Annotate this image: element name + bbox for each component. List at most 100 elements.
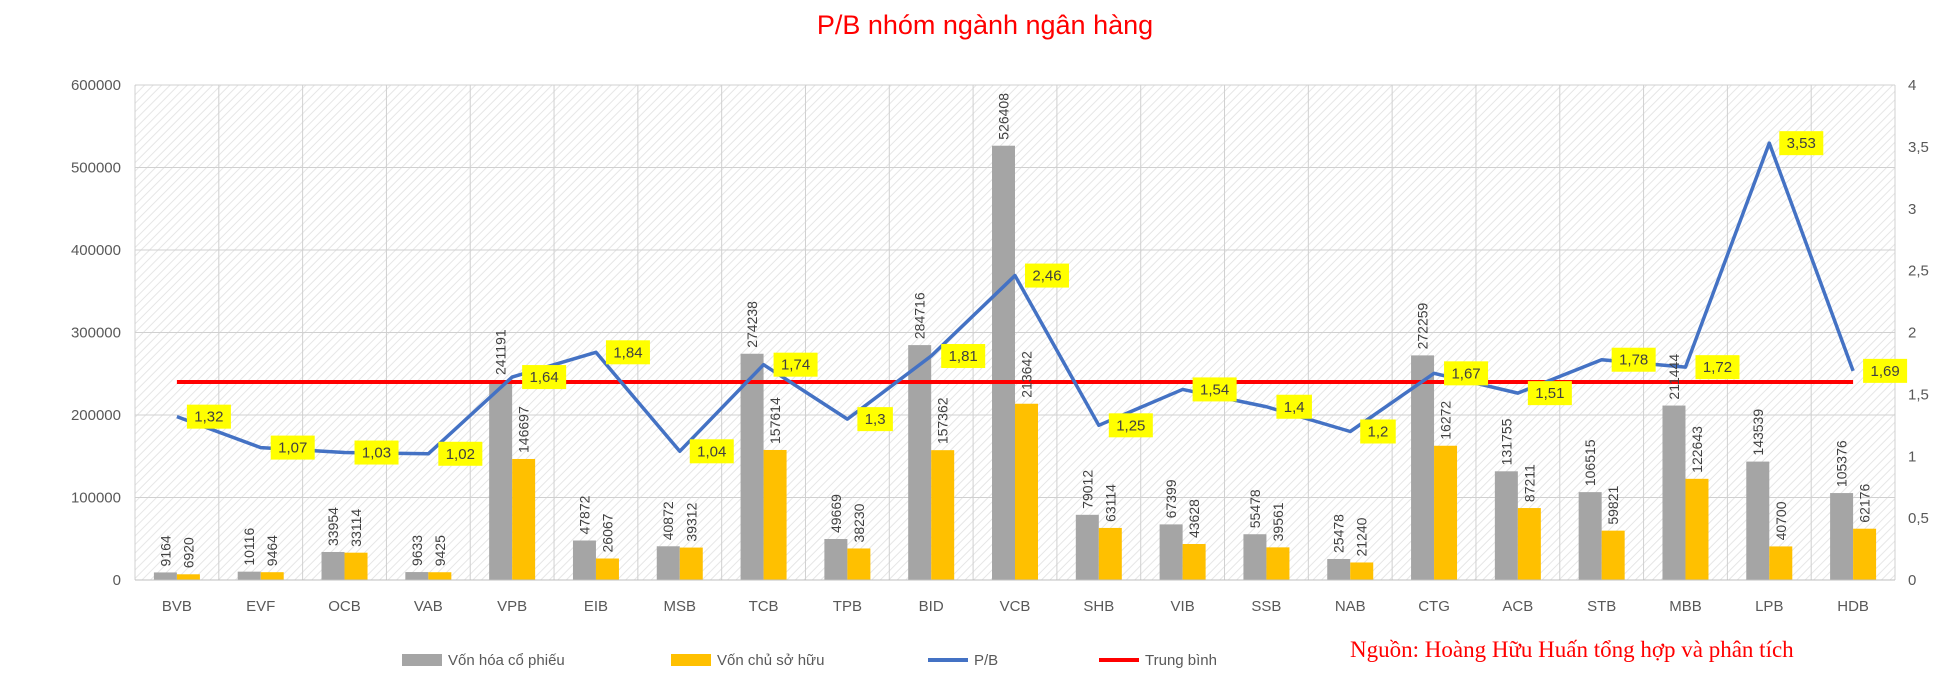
bar — [428, 572, 452, 580]
bar — [176, 574, 200, 580]
labels-layer: 9164 10116 33954 9633 241191 47872 40872 274238… — [157, 93, 1908, 568]
y-right-tick-label: 2 — [1908, 325, 1916, 342]
bar-data-label: 122643 — [1689, 426, 1705, 473]
y-right-tick-label: 0,5 — [1908, 510, 1929, 527]
pb-data-label: 1,04 — [697, 443, 726, 460]
bar — [321, 551, 345, 580]
bar-data-label: 131755 — [1498, 418, 1514, 465]
pb-data-label: 2,46 — [1032, 268, 1061, 285]
pb-label-box — [1444, 361, 1489, 386]
pb-data-label: 1,72 — [1703, 359, 1732, 376]
x-tick-label: SHB — [1083, 598, 1114, 615]
bar — [1327, 558, 1351, 580]
x-tick-label: LPB — [1755, 598, 1783, 615]
bar-data-label: 87211 — [1521, 464, 1537, 502]
y-left-tick-label: 500000 — [71, 160, 121, 177]
bar-data-label: 10116 — [241, 528, 257, 566]
pb-data-label: 1,54 — [1200, 381, 1229, 398]
x-tick-label: VCB — [1000, 598, 1031, 615]
source-note: Nguồn: Hoàng Hữu Huấn tổng hợp và phân t… — [1350, 637, 1794, 662]
bar — [1350, 562, 1374, 580]
x-tick-label: STB — [1587, 598, 1616, 615]
y-right-tick-label: 2,5 — [1908, 263, 1929, 280]
bar — [260, 572, 284, 580]
bar-data-label: 21240 — [1354, 517, 1370, 556]
y-left-tick-label: 200000 — [71, 407, 121, 424]
x-tick-label: ACB — [1502, 598, 1533, 615]
bar — [572, 540, 596, 580]
bar-data-label: 284716 — [912, 292, 928, 339]
x-tick-label: TCB — [749, 598, 779, 615]
bar-data-label: 79012 — [1079, 470, 1095, 509]
bar — [405, 572, 429, 580]
y-right-tick-label: 3,5 — [1908, 139, 1929, 156]
pb-label-box — [773, 352, 818, 377]
pb-label-box — [1779, 131, 1824, 156]
pb-label-box — [186, 404, 231, 429]
pb-data-label: 1,02 — [446, 446, 475, 463]
pb-label-box — [522, 365, 567, 390]
bar — [1434, 445, 1458, 580]
pb-label-box — [1025, 263, 1069, 288]
legend-label: P/B — [974, 652, 998, 669]
bar — [679, 547, 703, 580]
bar — [1182, 544, 1206, 580]
bar — [1769, 546, 1793, 580]
bar — [237, 571, 261, 580]
x-tick-label: VPB — [497, 598, 527, 615]
pb-data-label: 1,78 — [1619, 352, 1648, 369]
x-tick-label: EIB — [584, 598, 608, 615]
x-tick-label: CTG — [1418, 598, 1450, 615]
pb-label-box — [1192, 377, 1237, 402]
bar-data-label: 6920 — [180, 537, 196, 568]
bar — [1015, 403, 1038, 580]
bar-data-label: 43628 — [1186, 499, 1202, 538]
pb-data-label: 1,67 — [1451, 365, 1480, 382]
pb-data-label: 1,64 — [530, 369, 559, 386]
bar — [1685, 478, 1709, 580]
bar-data-label: 40872 — [660, 501, 676, 540]
y-right-tick-label: 4 — [1908, 77, 1916, 94]
axes-layer: 0 100000 200000 300000 400000 500000 600000 0 0,… — [71, 77, 1929, 615]
pb-data-label: 1,51 — [1535, 385, 1564, 402]
bar-data-label: 39561 — [1270, 502, 1286, 541]
x-tick-label: BVB — [162, 598, 192, 615]
pb-label-box — [1276, 394, 1312, 419]
bar-data-label: 67399 — [1163, 479, 1179, 518]
bar-data-label: 16272 — [1438, 401, 1454, 440]
bar — [763, 449, 787, 580]
pb-data-label: 3,53 — [1787, 135, 1816, 152]
pb-data-label: 1,74 — [781, 357, 810, 374]
bar-data-label: 40700 — [1773, 501, 1789, 540]
bar — [1517, 508, 1541, 580]
bar-data-label: 272259 — [1415, 302, 1431, 349]
pb-label-box — [438, 441, 483, 466]
bar-data-label: 63114 — [1102, 484, 1118, 522]
bar-data-label: 526408 — [996, 93, 1012, 140]
bar-data-label: 26067 — [599, 513, 615, 552]
legend-label: Vốn chủ sở hữu — [717, 652, 824, 669]
bar-data-label: 39312 — [683, 502, 699, 541]
pb-label-box — [941, 344, 986, 369]
bar-data-label: 55478 — [1247, 489, 1263, 528]
bar-data-label: 49669 — [828, 494, 844, 533]
bar — [489, 381, 513, 580]
x-tick-label: OCB — [328, 598, 361, 615]
x-tick-label: HDB — [1837, 598, 1869, 615]
legend-label: Vốn hóa cổ phiếu — [448, 652, 565, 669]
lines-layer — [176, 141, 1855, 456]
bar-data-label: 274238 — [744, 301, 760, 348]
bar — [1662, 405, 1686, 580]
bar — [847, 548, 871, 580]
y-right-tick-label: 3 — [1908, 201, 1916, 218]
bar-data-label: 157614 — [767, 397, 783, 444]
pb-data-label: 1,3 — [865, 411, 886, 428]
bar-data-label: 9425 — [432, 535, 448, 566]
pb-label-box — [1863, 358, 1908, 383]
pb-data-label: 1,07 — [278, 440, 307, 457]
bars-layer — [153, 145, 1877, 581]
bar-data-label: 38230 — [851, 503, 867, 542]
bar-data-label: 106515 — [1582, 439, 1598, 486]
bar — [656, 546, 680, 580]
